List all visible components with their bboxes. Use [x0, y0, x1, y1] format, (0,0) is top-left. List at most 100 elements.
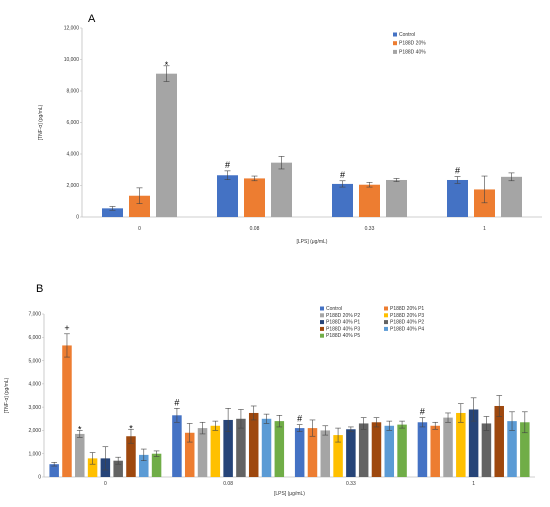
- x-tick-label: 1: [472, 481, 475, 487]
- bar: [386, 179, 407, 217]
- x-axis-label: [LPS] (μg/mL): [274, 491, 305, 497]
- y-tick-label: 6,000: [28, 335, 41, 341]
- bar: [129, 195, 150, 217]
- bar: [507, 421, 517, 477]
- bar: [139, 454, 149, 477]
- bar: [261, 418, 272, 477]
- y-tick-label: 7,000: [28, 312, 41, 318]
- bar: [271, 162, 292, 217]
- y-tick-label: 5,000: [28, 358, 41, 364]
- legend-entry: P188D 20% P3: [390, 313, 424, 319]
- significance-mark: #: [174, 397, 179, 407]
- bar: [294, 428, 305, 477]
- bar: [346, 429, 356, 477]
- bar: [248, 412, 259, 477]
- x-tick-label: 1: [483, 226, 486, 232]
- significance-mark: #: [297, 414, 302, 424]
- y-tick-label: 8,000: [66, 89, 79, 95]
- legend-entry: P188D 20% P2: [326, 313, 360, 319]
- significance-mark: #: [225, 160, 230, 170]
- bar: [217, 175, 238, 217]
- legend-entry: P188D 40% P3: [326, 326, 360, 332]
- legend: Control P188D 20% P1 P188D 20% P2 P188D 20%…: [320, 306, 424, 339]
- bar: [358, 423, 369, 477]
- y-tick-label: 10,000: [64, 57, 80, 63]
- x-tick-label: 0.33: [346, 481, 356, 487]
- legend-entry: P188D 20%: [399, 41, 426, 47]
- bar: [62, 345, 72, 477]
- bar: [126, 436, 136, 477]
- y-tick-label: 0: [38, 475, 41, 481]
- legend-entry: P188D 40% P5: [326, 333, 360, 339]
- bar: [87, 458, 98, 477]
- panel-label: B: [36, 283, 43, 295]
- significance-mark: *: [165, 60, 169, 70]
- bar: [156, 73, 177, 217]
- bar: [113, 460, 123, 477]
- y-tick-label: 2,000: [66, 183, 79, 189]
- legend-entry: P188D 40% P2: [390, 320, 424, 326]
- bar: [494, 405, 504, 477]
- legend-entry: Control: [326, 306, 342, 312]
- bar: [417, 422, 428, 477]
- bar: [474, 189, 495, 217]
- bar: [172, 415, 182, 477]
- legend: Control P188D 20% P188D 40%: [393, 32, 426, 55]
- bar: [75, 433, 85, 477]
- chart-panel-a: A 0 2,000 4,000 6,000 8,000 10,000 12,000 [TNF-α…: [38, 13, 542, 245]
- legend-swatch: [320, 306, 324, 311]
- significance-mark: #: [420, 407, 425, 417]
- bar: [520, 422, 530, 477]
- legend-swatch: [393, 32, 397, 37]
- significance-mark: #: [340, 170, 345, 180]
- legend-entry: P188D 40% P1: [326, 320, 360, 326]
- legend-swatch: [393, 49, 397, 54]
- y-tick-label: 12,000: [64, 26, 80, 32]
- legend-swatch: [384, 306, 388, 311]
- y-tick-label: 0: [76, 215, 79, 221]
- y-tick-label: 4,000: [66, 152, 79, 158]
- bar: [151, 453, 162, 477]
- bar: [244, 178, 265, 217]
- y-tick-label: 1,000: [28, 451, 41, 457]
- bar: [223, 419, 233, 477]
- bar: [430, 425, 440, 477]
- bar: [333, 435, 343, 477]
- significance-mark: *: [78, 424, 82, 434]
- legend-entry: P188D 40% P4: [390, 326, 424, 332]
- bar: [184, 432, 195, 477]
- bar: [501, 176, 522, 217]
- x-tick-label: 0.33: [365, 226, 375, 232]
- y-tick-label: 3,000: [28, 405, 41, 411]
- legend-swatch: [384, 313, 388, 318]
- x-tick-label: 0.08: [250, 226, 260, 232]
- x-tick-label: 0: [104, 481, 107, 487]
- bar: [447, 179, 468, 217]
- bar: [307, 428, 318, 477]
- legend-swatch: [393, 41, 397, 46]
- bar: [481, 423, 492, 477]
- y-axis-label: [TNF-α] (pg/mL): [38, 104, 44, 140]
- legend-swatch: [320, 320, 324, 325]
- significance-mark: #: [455, 166, 460, 176]
- y-tick-label: 2,000: [28, 428, 41, 434]
- legend-swatch: [384, 320, 388, 325]
- bar: [456, 412, 466, 477]
- legend-entry: P188D 40%: [399, 49, 426, 55]
- bar: [274, 421, 285, 477]
- x-tick-label: 0.08: [223, 481, 233, 487]
- bar: [359, 184, 380, 217]
- legend-entry: Control: [399, 32, 415, 38]
- legend-swatch: [320, 326, 324, 331]
- bar: [332, 183, 353, 217]
- bar: [384, 425, 395, 477]
- legend-swatch: [320, 333, 324, 338]
- bar: [397, 424, 407, 477]
- chart-panel-b: B 0 1,000 2,000 3,000 4,000 5,000 6,000 7,000 [TN…: [4, 283, 535, 497]
- x-tick-label: 0: [138, 226, 141, 232]
- bar: [197, 428, 208, 477]
- bar: [320, 430, 331, 477]
- significance-mark: +: [64, 323, 69, 333]
- legend-entry: P188D 20% P1: [390, 306, 424, 312]
